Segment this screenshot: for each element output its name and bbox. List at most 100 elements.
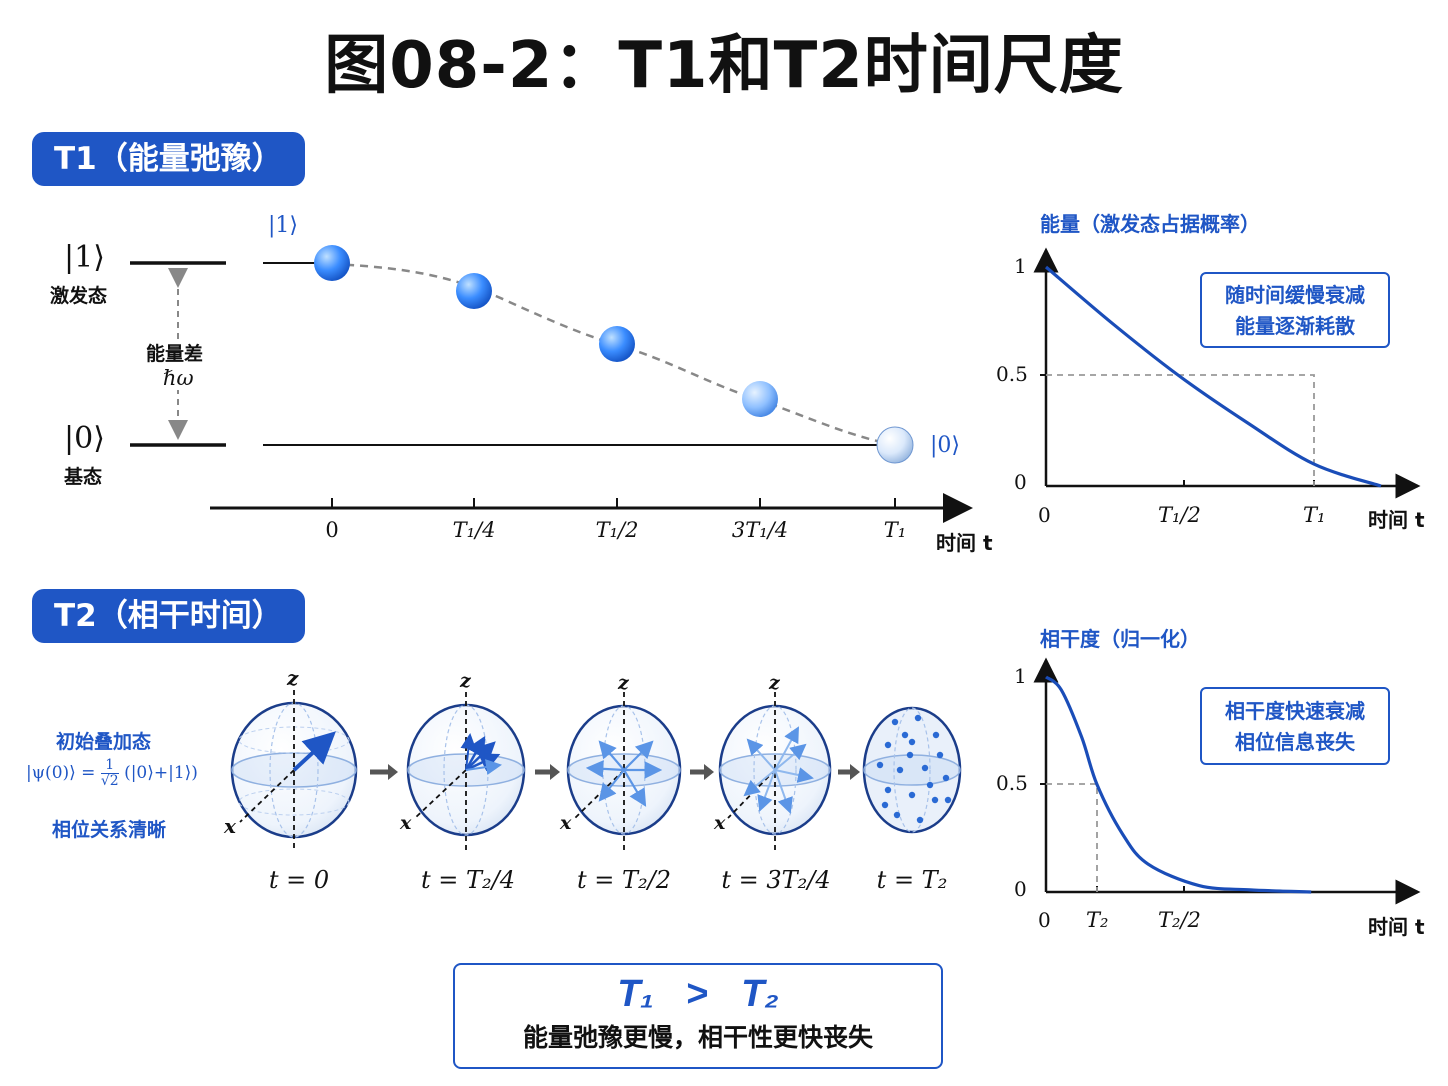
end-ket-label: |0⟩: [930, 433, 960, 458]
state-ball: [599, 326, 635, 362]
dephased-state-dot: [884, 741, 892, 749]
dephased-state-dot: [944, 796, 952, 804]
callout-line: 相干度快速衰减: [1225, 699, 1365, 723]
dephased-state-dot: [876, 761, 884, 769]
fraction-numerator: 1: [100, 758, 119, 774]
dephased-state-dot: [901, 731, 909, 739]
t2-chart-ylabel: 相干度（归一化）: [1040, 627, 1200, 651]
chart-x-tick: T₂/2: [1158, 908, 1201, 932]
t1-decay-curve: [1044, 265, 1382, 488]
dephased-state-dot: [884, 786, 892, 794]
dephased-state-dot: [881, 801, 889, 809]
initial-state-formula: |ψ(0)⟩ = 1 √2 (|0⟩+|1⟩): [26, 758, 198, 789]
sphere-z-label: z: [287, 666, 299, 690]
dephased-state-dot: [916, 816, 924, 824]
relation-right: T₂: [741, 973, 779, 1015]
dephased-state-dot: [908, 738, 916, 746]
chart-y-tick: 1: [1014, 254, 1027, 278]
relation-operator: >: [686, 973, 709, 1015]
sphere-z-label: z: [769, 672, 780, 694]
dephased-state-dot: [936, 751, 944, 759]
sphere-x-label: x: [400, 812, 412, 834]
half-coherence-guide: [1046, 783, 1098, 892]
bloch-sphere-t2-three-quarter: [718, 692, 832, 850]
formula-left: |ψ(0)⟩ =: [26, 763, 96, 783]
t1-tick-label: T₁: [883, 518, 907, 542]
summary-relation: T₁ > T₂: [455, 973, 941, 1016]
start-ket-label: |1⟩: [268, 213, 298, 238]
chart-x-tick: T₁: [1303, 503, 1326, 527]
callout-line: 随时间缓慢衰减: [1225, 283, 1365, 307]
dephased-state-dot: [932, 731, 940, 739]
dephased-state-dot: [942, 774, 950, 782]
dephased-state-dot: [926, 781, 934, 789]
chart-y-tick: 0: [1014, 470, 1027, 494]
dephased-state-dot: [891, 718, 899, 726]
sphere-z-label: z: [460, 670, 471, 692]
dephased-state-dot: [921, 764, 929, 772]
t2-chart-xlabel: 时间 t: [1368, 915, 1425, 939]
state-ball: [456, 273, 492, 309]
t2-decay-curve: [1044, 675, 1312, 894]
energy-gap-label: 能量差: [146, 339, 204, 366]
chart-x-tick: T₂: [1086, 908, 1109, 932]
bloch-sphere-t2-half: [566, 692, 682, 850]
summary-text: 能量弛豫更慢，相干性更快丧失: [522, 1023, 873, 1052]
initial-state-title: 初始叠加态: [56, 731, 152, 753]
callout-line: 能量逐渐耗散: [1235, 314, 1355, 338]
t1-tick-label: T₁/4: [452, 518, 496, 542]
state-ball: [314, 245, 350, 281]
ground-ket: |0⟩: [64, 421, 105, 456]
fraction-denominator: √2: [100, 773, 119, 789]
relation-left: T₁: [617, 973, 654, 1015]
sphere-time-label: t = 0: [268, 866, 330, 894]
t1-section-heading: T1（能量弛豫）: [32, 132, 305, 186]
page-title: 图08-2：T1和T2时间尺度: [324, 29, 1124, 103]
chart-y-tick: 0: [1014, 877, 1027, 901]
chart-y-tick: 0.5: [996, 771, 1028, 795]
chart-x-tick: 0: [1038, 503, 1051, 527]
t1-chart-xlabel: 时间 t: [1368, 508, 1425, 532]
dephased-state-dot: [906, 751, 914, 759]
callout-line: 相位信息丧失: [1235, 730, 1355, 754]
t1-chart-ylabel: 能量（激发态占据概率）: [1040, 212, 1260, 236]
dephased-state-dot: [908, 791, 916, 799]
t1-decay-chart: [1033, 247, 1421, 499]
chart-y-tick: 0.5: [996, 362, 1028, 386]
energy-gap-symbol: ℏω: [163, 366, 194, 390]
chart-x-tick: 0: [1038, 908, 1051, 932]
sphere-time-label: t = T₂/4: [421, 866, 515, 894]
ground-state-label: 基态: [64, 466, 103, 488]
sphere-time-label: t = T₂: [876, 866, 948, 894]
t2-chart-callout: 相干度快速衰减 相位信息丧失: [1200, 687, 1390, 765]
t1-chart-callout: 随时间缓慢衰减 能量逐渐耗散: [1200, 272, 1390, 348]
dephased-state-dot: [914, 714, 922, 722]
state-ball: [742, 381, 778, 417]
state-ball: [876, 426, 914, 464]
dephased-state-dot: [896, 766, 904, 774]
t2-decay-chart: [1033, 657, 1421, 905]
initial-state-note: 相位关系清晰: [52, 819, 167, 841]
t1-axis-label: 时间 t: [936, 531, 993, 555]
chart-x-tick: T₁/2: [1158, 503, 1201, 527]
t1-tick-label: 0: [325, 518, 339, 542]
dephased-state-dot: [931, 796, 939, 804]
t2-section-heading: T2（相干时间）: [32, 589, 305, 643]
sphere-time-label: t = 3T₂/4: [721, 866, 831, 894]
dephased-state-dot: [893, 811, 901, 819]
sphere-x-label: x: [560, 812, 572, 834]
bloch-sphere-t0: [230, 690, 358, 852]
sphere-x-label: x: [224, 814, 236, 838]
bloch-sphere-t2-full: [862, 706, 962, 834]
chart-y-tick: 1: [1014, 664, 1027, 688]
sphere-time-label: t = T₂/2: [577, 866, 671, 894]
bloch-sphere-t2-quarter: [406, 692, 526, 850]
t1-tick-label: T₁/2: [595, 518, 639, 542]
summary-box: T₁ > T₂ 能量弛豫更慢，相干性更快丧失: [453, 963, 943, 1069]
formula-right: (|0⟩+|1⟩): [124, 763, 198, 783]
t1-tick-label: 3T₁/4: [731, 518, 789, 542]
sphere-z-label: z: [618, 672, 629, 694]
sphere-x-label: x: [714, 812, 726, 834]
excited-state-label: 激发态: [50, 285, 108, 307]
